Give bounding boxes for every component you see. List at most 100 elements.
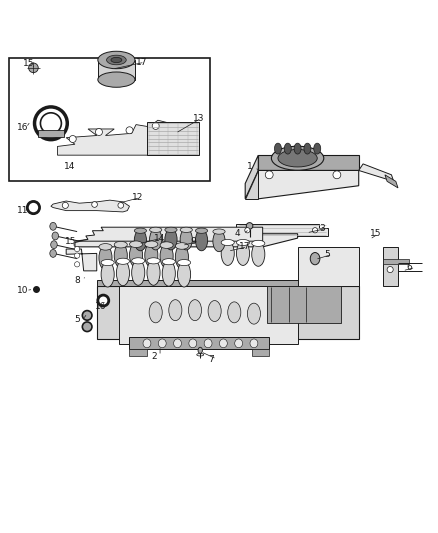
Text: 16: 16 [17, 123, 29, 132]
Text: 15: 15 [370, 229, 381, 238]
Ellipse shape [101, 262, 114, 287]
Text: 9: 9 [191, 237, 196, 246]
Text: 7: 7 [208, 354, 214, 364]
Polygon shape [38, 130, 64, 138]
Bar [147, 123, 199, 155]
Ellipse shape [247, 303, 261, 324]
Ellipse shape [213, 229, 225, 234]
Ellipse shape [106, 55, 126, 65]
Ellipse shape [294, 143, 301, 154]
Text: 8: 8 [74, 276, 80, 285]
Ellipse shape [278, 149, 317, 167]
Ellipse shape [252, 243, 265, 266]
Ellipse shape [40, 113, 61, 134]
Polygon shape [252, 349, 269, 356]
Ellipse shape [145, 241, 158, 247]
Ellipse shape [126, 127, 133, 134]
Ellipse shape [213, 231, 225, 252]
Text: 15: 15 [23, 59, 35, 68]
Ellipse shape [237, 241, 250, 265]
Polygon shape [97, 280, 359, 286]
Ellipse shape [252, 240, 265, 246]
Polygon shape [245, 155, 258, 199]
Polygon shape [385, 175, 398, 188]
Ellipse shape [134, 228, 147, 233]
Ellipse shape [98, 72, 135, 87]
Ellipse shape [169, 300, 182, 321]
Polygon shape [66, 249, 97, 271]
Ellipse shape [198, 348, 202, 353]
Text: 16: 16 [95, 302, 106, 311]
Ellipse shape [98, 51, 135, 69]
Ellipse shape [74, 262, 80, 267]
Ellipse shape [145, 243, 158, 267]
Ellipse shape [219, 339, 227, 348]
Ellipse shape [28, 63, 38, 72]
Ellipse shape [74, 246, 80, 252]
Ellipse shape [82, 311, 92, 320]
Ellipse shape [333, 171, 341, 179]
Ellipse shape [52, 232, 59, 240]
Ellipse shape [387, 266, 393, 272]
Ellipse shape [117, 261, 130, 286]
Ellipse shape [162, 259, 175, 265]
Ellipse shape [99, 246, 112, 270]
Polygon shape [75, 227, 263, 241]
Ellipse shape [265, 171, 273, 179]
Ellipse shape [175, 243, 188, 249]
Ellipse shape [197, 353, 204, 356]
Polygon shape [51, 200, 130, 212]
Ellipse shape [95, 128, 102, 135]
Ellipse shape [158, 339, 166, 348]
Ellipse shape [246, 223, 253, 229]
Ellipse shape [62, 203, 68, 208]
Ellipse shape [195, 230, 208, 251]
Ellipse shape [177, 262, 191, 287]
Polygon shape [267, 286, 341, 323]
Text: 4: 4 [234, 229, 240, 238]
Ellipse shape [221, 241, 234, 265]
Polygon shape [130, 349, 147, 356]
Ellipse shape [245, 229, 254, 232]
Polygon shape [75, 234, 297, 247]
Text: 11: 11 [17, 206, 29, 215]
Ellipse shape [204, 339, 212, 348]
Ellipse shape [208, 301, 221, 321]
Ellipse shape [114, 244, 127, 268]
Ellipse shape [250, 339, 258, 348]
Ellipse shape [180, 229, 192, 250]
Polygon shape [383, 259, 409, 264]
Ellipse shape [143, 339, 151, 348]
Text: 17: 17 [239, 243, 250, 252]
Bar [10, 58, 210, 181]
Ellipse shape [134, 230, 147, 251]
Ellipse shape [130, 241, 143, 247]
Ellipse shape [35, 107, 67, 140]
Polygon shape [237, 224, 328, 236]
Polygon shape [383, 247, 398, 286]
Text: 17: 17 [136, 58, 148, 67]
Ellipse shape [304, 143, 311, 154]
Ellipse shape [173, 339, 181, 348]
Ellipse shape [189, 339, 197, 348]
Polygon shape [245, 171, 258, 199]
Ellipse shape [165, 229, 177, 250]
Text: 13: 13 [193, 114, 204, 123]
Text: 15: 15 [65, 237, 77, 246]
Ellipse shape [310, 253, 320, 265]
Ellipse shape [228, 302, 241, 323]
Ellipse shape [147, 260, 160, 285]
Ellipse shape [74, 253, 80, 258]
Ellipse shape [245, 228, 250, 233]
Text: 6: 6 [407, 263, 413, 272]
Ellipse shape [117, 258, 130, 264]
Ellipse shape [82, 322, 92, 332]
Ellipse shape [162, 261, 175, 286]
Ellipse shape [177, 260, 191, 265]
Ellipse shape [50, 222, 57, 230]
Ellipse shape [312, 228, 318, 233]
Ellipse shape [237, 239, 250, 246]
Polygon shape [57, 120, 175, 155]
Ellipse shape [149, 302, 162, 323]
Polygon shape [98, 60, 135, 79]
